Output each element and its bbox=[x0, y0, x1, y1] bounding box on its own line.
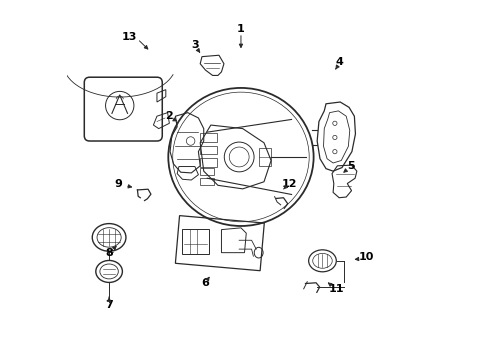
Bar bbox=[200, 158, 217, 167]
Text: 4: 4 bbox=[335, 57, 343, 67]
Text: 8: 8 bbox=[105, 248, 113, 258]
Text: 12: 12 bbox=[282, 179, 297, 189]
Bar bbox=[200, 168, 214, 175]
Text: 7: 7 bbox=[105, 300, 113, 310]
Text: 10: 10 bbox=[358, 252, 374, 262]
Bar bbox=[258, 148, 270, 166]
Text: 3: 3 bbox=[191, 40, 198, 50]
Bar bbox=[200, 178, 214, 185]
Text: 2: 2 bbox=[164, 111, 172, 121]
Text: 11: 11 bbox=[327, 284, 343, 294]
Text: 1: 1 bbox=[237, 24, 244, 34]
Bar bbox=[175, 216, 264, 271]
Bar bbox=[200, 133, 217, 142]
Text: 5: 5 bbox=[346, 161, 354, 171]
Text: 13: 13 bbox=[122, 32, 137, 42]
Text: 9: 9 bbox=[115, 179, 122, 189]
Bar bbox=[182, 229, 209, 255]
Text: 6: 6 bbox=[201, 279, 208, 288]
Bar bbox=[200, 145, 217, 154]
